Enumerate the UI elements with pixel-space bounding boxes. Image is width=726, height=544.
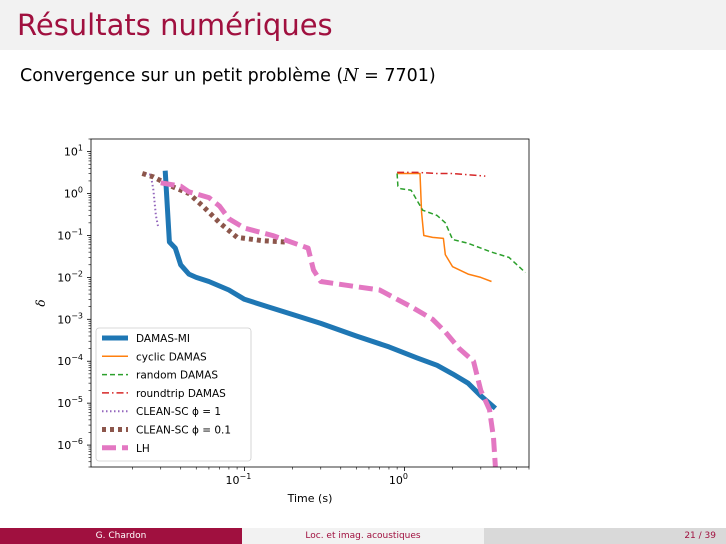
y-tick-label-4: 10−3	[57, 311, 83, 326]
y-tick-exponent: −5	[71, 395, 83, 404]
y-tick-exponent: −1	[71, 227, 83, 236]
x-tick-label-1: 100	[389, 472, 408, 487]
legend-label-1: cyclic DAMAS	[136, 351, 207, 363]
series-group	[141, 170, 526, 467]
footer-short-title: Loc. et imag. acoustiques	[242, 528, 484, 544]
subtitle-equals: =	[358, 66, 385, 86]
legend-label-0: DAMAS-MI	[136, 333, 190, 345]
page-number-text: 21 / 39	[684, 531, 716, 541]
y-tick-label-3: 10−2	[57, 269, 83, 284]
series-line-3	[397, 171, 486, 177]
legend-label-4: CLEAN-SC ϕ = 1	[136, 406, 221, 418]
title-bar	[0, 0, 726, 50]
y-tick-label-6: 10−5	[57, 395, 83, 410]
y-tick-label-0: 101	[64, 144, 83, 159]
series-line-1	[397, 172, 492, 283]
legend-label-3: roundtrip DAMAS	[136, 388, 226, 400]
series-line-0	[162, 170, 498, 411]
subtitle-prefix: Convergence sur un petit problème (	[20, 66, 344, 86]
x-tick-label-0: 10−1	[226, 472, 252, 487]
legend-label-6: LH	[136, 443, 150, 455]
legend-box	[95, 327, 252, 462]
series-line-5	[141, 171, 286, 245]
y-axis-label: δ	[34, 299, 48, 306]
y-tick-label-5: 10−4	[57, 353, 83, 368]
convergence-chart: 10−1 10010110010−110−210−310−410−510−6Tim…	[34, 138, 530, 505]
footer: G. Chardon Loc. et imag. acoustiques 21 …	[0, 528, 726, 544]
y-tick-label-1: 100	[64, 186, 83, 201]
series-line-6	[160, 180, 498, 467]
slide-title: Résultats numériques	[17, 8, 333, 42]
footer-page-number: 21 / 39	[484, 528, 726, 544]
x-tick-exponent: −1	[240, 472, 252, 481]
legend-label-5: CLEAN-SC ϕ = 0.1	[136, 425, 231, 437]
subtitle-variable: N	[343, 66, 359, 86]
y-tick-exponent: −4	[71, 353, 83, 362]
series-line-2	[396, 173, 526, 274]
y-tick-exponent: −3	[71, 311, 83, 320]
y-tick-exponent: −6	[71, 437, 83, 446]
y-tick-label-2: 10−1	[57, 227, 83, 242]
x-axis-label: Time (s)	[287, 492, 333, 505]
y-tick-exponent: 1	[78, 144, 83, 153]
subtitle-value: 7701	[384, 66, 429, 86]
y-tick-exponent: 0	[78, 186, 83, 195]
x-tick-exponent: 0	[403, 472, 408, 481]
y-tick-exponent: −2	[71, 269, 83, 278]
footer-author: G. Chardon	[0, 528, 242, 544]
legend-label-2: random DAMAS	[136, 370, 218, 382]
subtitle-suffix: )	[428, 66, 436, 86]
series-line-4	[144, 172, 160, 229]
y-tick-label-7: 10−6	[57, 437, 83, 452]
plot-frame	[90, 138, 530, 468]
slide-subtitle: Convergence sur un petit problème (N = 7…	[20, 66, 436, 86]
